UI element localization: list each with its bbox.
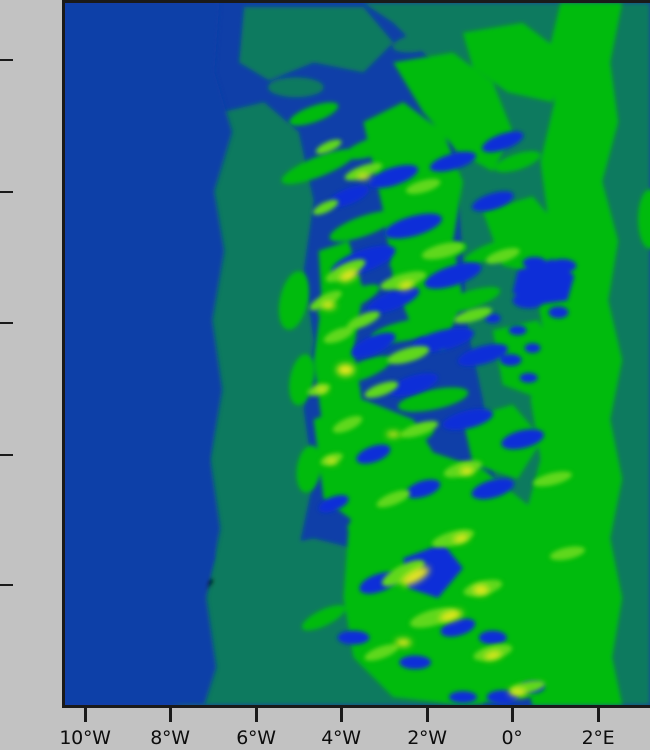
y-tick-mark: [0, 59, 13, 61]
level-bright-blue-group: [318, 131, 577, 705]
x-tick-label: 4°W: [321, 727, 361, 749]
x-tick-label: 10°W: [59, 727, 111, 749]
x-tick-label: 8°W: [150, 727, 190, 749]
x-tick-mark: [340, 708, 343, 722]
contour-levels-svg: [65, 3, 650, 705]
y-tick-mark: [0, 454, 13, 456]
y-tick-mark: [0, 584, 13, 586]
x-tick-mark: [255, 708, 258, 722]
x-tick-mark: [169, 708, 172, 722]
x-tick-label: 2°E: [581, 727, 615, 749]
map-plot-area[interactable]: [62, 0, 650, 708]
y-tick-mark: [0, 322, 13, 324]
level-yellow-green-group: [163, 139, 585, 695]
x-tick-mark: [511, 708, 514, 722]
contour-field: [65, 3, 650, 705]
x-tick-label: 0°: [501, 727, 523, 749]
x-tick-label: 6°W: [236, 727, 276, 749]
y-tick-mark: [0, 191, 13, 193]
x-tick-mark: [426, 708, 429, 722]
atlantic-deep-blue-overlay: [65, 3, 233, 705]
x-tick-mark: [597, 708, 600, 722]
x-tick-label: 2°W: [407, 727, 447, 749]
level-yellow-group: [315, 173, 527, 697]
x-tick-mark: [84, 708, 87, 722]
